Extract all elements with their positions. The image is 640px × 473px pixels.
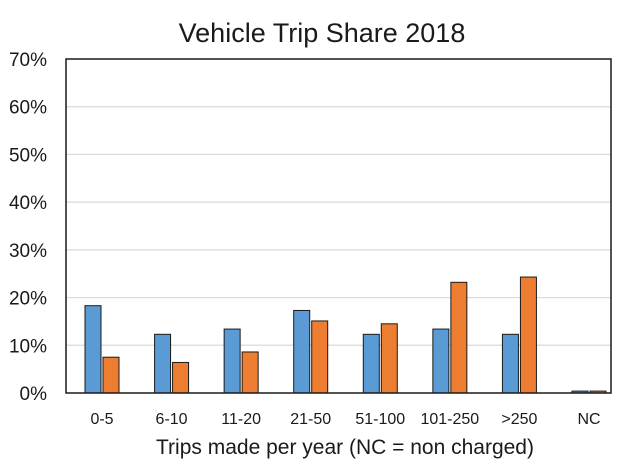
bar-series-2-0-5 — [102, 356, 120, 394]
y-tick-label: 0% — [20, 384, 48, 405]
x-tick-label: NC — [577, 411, 600, 428]
bar-series-2-6-10 — [172, 361, 190, 394]
x-axis-ticks: 0-5 6-10 11-20 21-50 51-100 101-250 >250 NC — [90, 411, 600, 428]
bar-series-2-11-20 — [241, 351, 259, 394]
bar-series-1-51-100 — [362, 333, 380, 394]
y-tick-label: 60% — [9, 98, 47, 119]
bar-series-1-6-10 — [154, 333, 172, 394]
y-tick-label: 20% — [9, 289, 47, 310]
x-tick-label: 101-250 — [420, 411, 479, 428]
x-tick-label: 21-50 — [290, 411, 331, 428]
y-tick-label: 70% — [9, 50, 47, 71]
bar-series-2-51-100 — [380, 323, 398, 394]
bar-series-1-11-20 — [223, 328, 241, 394]
bar-series-1-0-5 — [84, 305, 102, 394]
bar-series-2->250 — [519, 276, 537, 394]
x-axis-label: Trips made per year (NC = non charged) — [156, 436, 534, 459]
x-tick-label: >250 — [501, 411, 537, 428]
bar-series-2-101-250 — [450, 281, 468, 394]
plot-area-border — [65, 58, 612, 394]
bars — [84, 276, 607, 394]
y-tick-label: 50% — [9, 145, 47, 166]
y-tick-label: 40% — [9, 193, 47, 214]
bar-series-1-101-250 — [432, 328, 450, 394]
y-axis-ticks: 0% 10% 20% 30% 40% 50% 60% 70% — [9, 50, 47, 405]
bar-series-1-21-50 — [293, 309, 311, 394]
y-tick-label: 30% — [9, 241, 47, 262]
chart-title: Vehicle Trip Share 2018 — [179, 18, 466, 48]
y-tick-label: 10% — [9, 336, 47, 357]
x-tick-label: 6-10 — [156, 411, 188, 428]
x-tick-label: 51-100 — [355, 411, 405, 428]
x-tick-label: 0-5 — [90, 411, 113, 428]
x-tick-label: 11-20 — [221, 411, 261, 428]
bar-series-2-21-50 — [311, 320, 329, 394]
bar-series-1->250 — [501, 333, 519, 394]
